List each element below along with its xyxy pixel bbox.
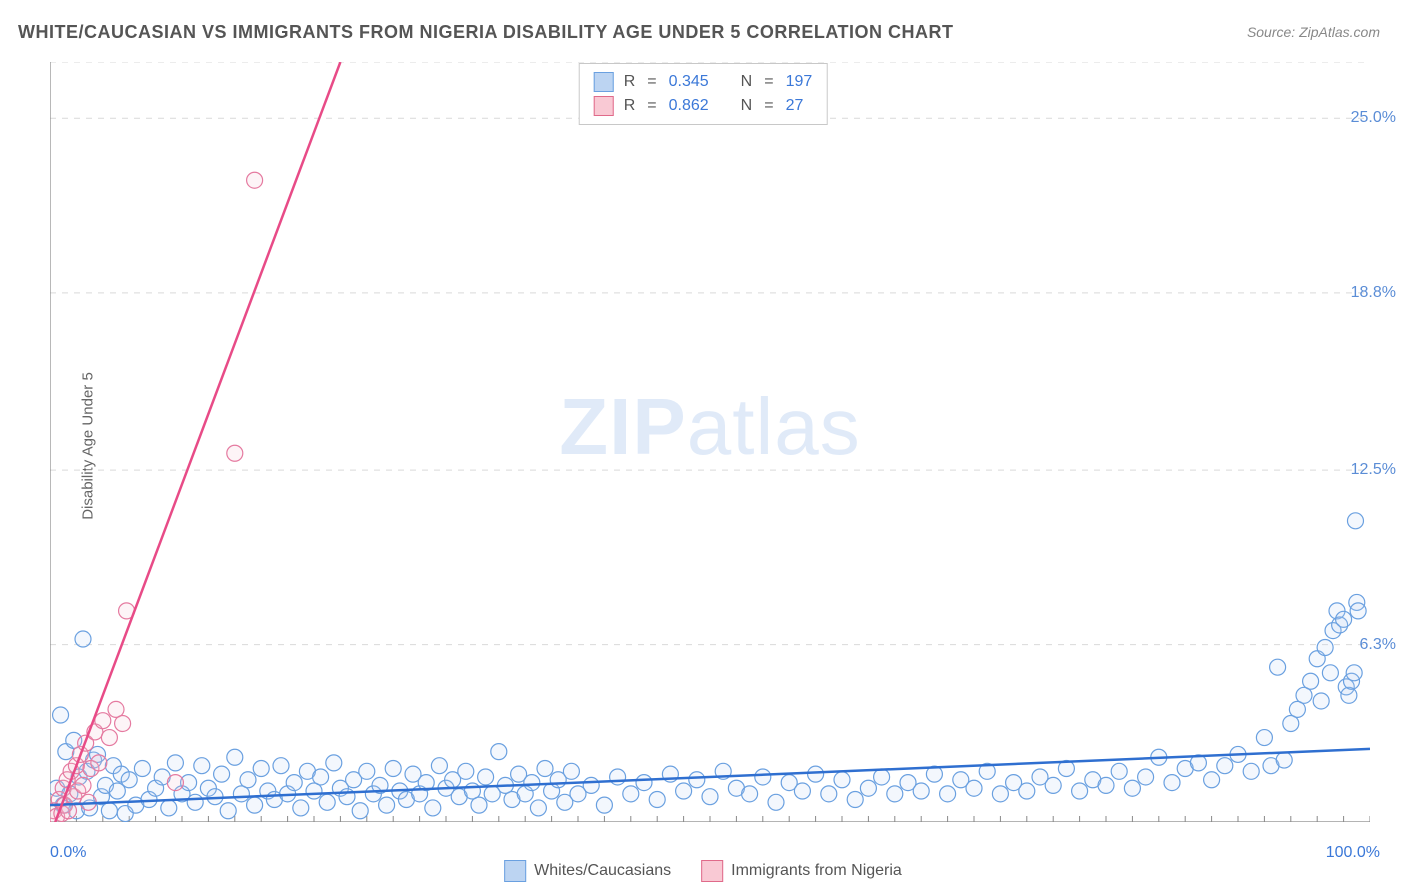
r-value-nigeria: 0.862 [669,94,709,118]
y-tick-label: 18.8% [1351,284,1396,302]
n-value-whites: 197 [786,70,813,94]
legend-label-whites: Whites/Caucasians [534,862,671,880]
equals-sign: = [764,94,773,118]
legend-swatch-whites [504,860,526,882]
stats-row-whites: R = 0.345 N = 197 [594,70,813,94]
source-value: ZipAtlas.com [1299,24,1380,40]
n-value-nigeria: 27 [786,94,804,118]
chart-title: WHITE/CAUCASIAN VS IMMIGRANTS FROM NIGER… [18,22,954,43]
source-label: Source: [1247,24,1295,40]
stats-legend: R = 0.345 N = 197 R = 0.862 N = 27 [579,63,828,125]
r-value-whites: 0.345 [669,70,709,94]
stats-row-nigeria: R = 0.862 N = 27 [594,94,813,118]
legend-swatch-nigeria [701,860,723,882]
n-label: N [741,94,753,118]
y-tick-label: 6.3% [1360,636,1396,654]
equals-sign: = [764,70,773,94]
legend-item-nigeria: Immigrants from Nigeria [701,860,902,882]
equals-sign: = [647,94,656,118]
legend-swatch-nigeria [594,96,614,116]
equals-sign: = [647,70,656,94]
legend-swatch-whites [594,72,614,92]
y-tick-label: 12.5% [1351,461,1396,479]
legend-label-nigeria: Immigrants from Nigeria [731,862,902,880]
source-attribution: Source: ZipAtlas.com [1247,24,1380,40]
bottom-legend: Whites/Caucasians Immigrants from Nigeri… [504,860,902,882]
r-label: R [624,70,636,94]
n-label: N [741,70,753,94]
r-label: R [624,94,636,118]
x-axis-max-label: 100.0% [1326,844,1380,862]
legend-item-whites: Whites/Caucasians [504,860,671,882]
x-axis-min-label: 0.0% [50,844,86,862]
plot-area: ZIPatlas [50,62,1370,822]
scatter-svg [50,62,1370,822]
y-tick-label: 25.0% [1351,109,1396,127]
